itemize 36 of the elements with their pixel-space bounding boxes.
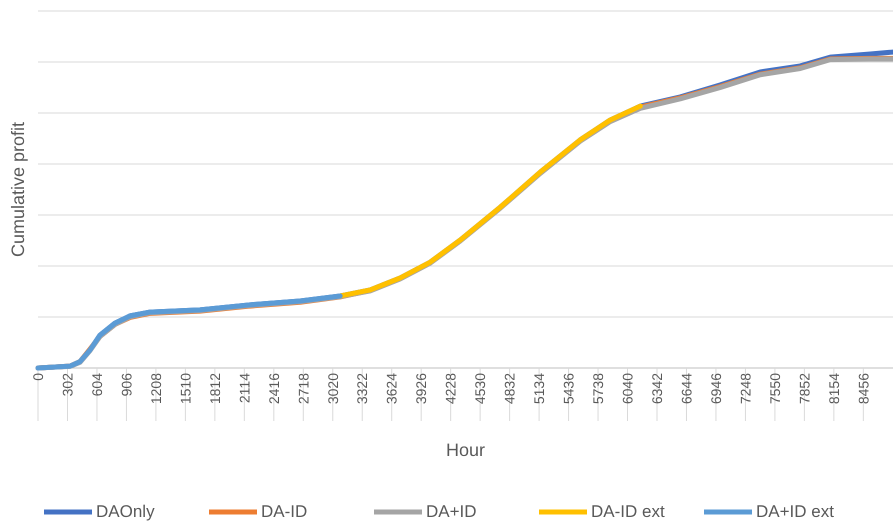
x-tick-label: 6342	[648, 372, 665, 404]
x-tick-label: 8154	[826, 372, 842, 404]
x-tick-label: 6644	[678, 372, 694, 404]
x-tick-label: 604	[88, 372, 105, 396]
x-tick-label: 5738	[590, 372, 606, 404]
x-tick-label: 4832	[502, 372, 518, 404]
x-axis-title: Hour	[446, 440, 486, 460]
x-tick-label: 6040	[620, 372, 636, 404]
x-tick-label: 0	[30, 372, 46, 381]
x-tick-label: 2718	[295, 372, 312, 404]
x-tick-label: 7550	[766, 372, 783, 404]
x-tick-label: 906	[118, 372, 134, 396]
x-tick-label: 302	[59, 372, 76, 396]
y-axis-title: Cumulative profit	[8, 122, 28, 258]
x-tick-label: 5134	[531, 372, 548, 404]
x-tick-label: 3624	[384, 372, 400, 404]
x-tick-label: 8456	[855, 372, 872, 404]
x-tick-label: 2416	[266, 372, 282, 404]
x-tick-label: 3926	[413, 372, 430, 404]
legend-label: DA-ID ext	[591, 502, 665, 521]
x-tick-label: 7248	[737, 372, 754, 404]
x-tick-label: 7852	[796, 372, 812, 404]
x-tick-label: 3322	[354, 372, 370, 404]
x-tick-label: 1208	[148, 372, 164, 404]
x-tick-label: 6946	[708, 372, 724, 404]
x-tick-label: 3020	[324, 372, 341, 404]
x-tick-label: 4228	[442, 372, 459, 404]
x-tick-label: 2114	[236, 372, 252, 404]
legend-label: DA-ID	[261, 502, 308, 521]
x-tick-label: 1812	[206, 372, 223, 404]
x-tick-label: 5436	[560, 372, 577, 404]
x-tick-label: 4530	[472, 372, 488, 404]
legend-label: DA+ID	[426, 502, 477, 521]
legend-label: DA+ID ext	[756, 502, 834, 521]
legend-label: DAOnly	[96, 502, 156, 521]
x-tick-label: 1510	[177, 372, 194, 404]
